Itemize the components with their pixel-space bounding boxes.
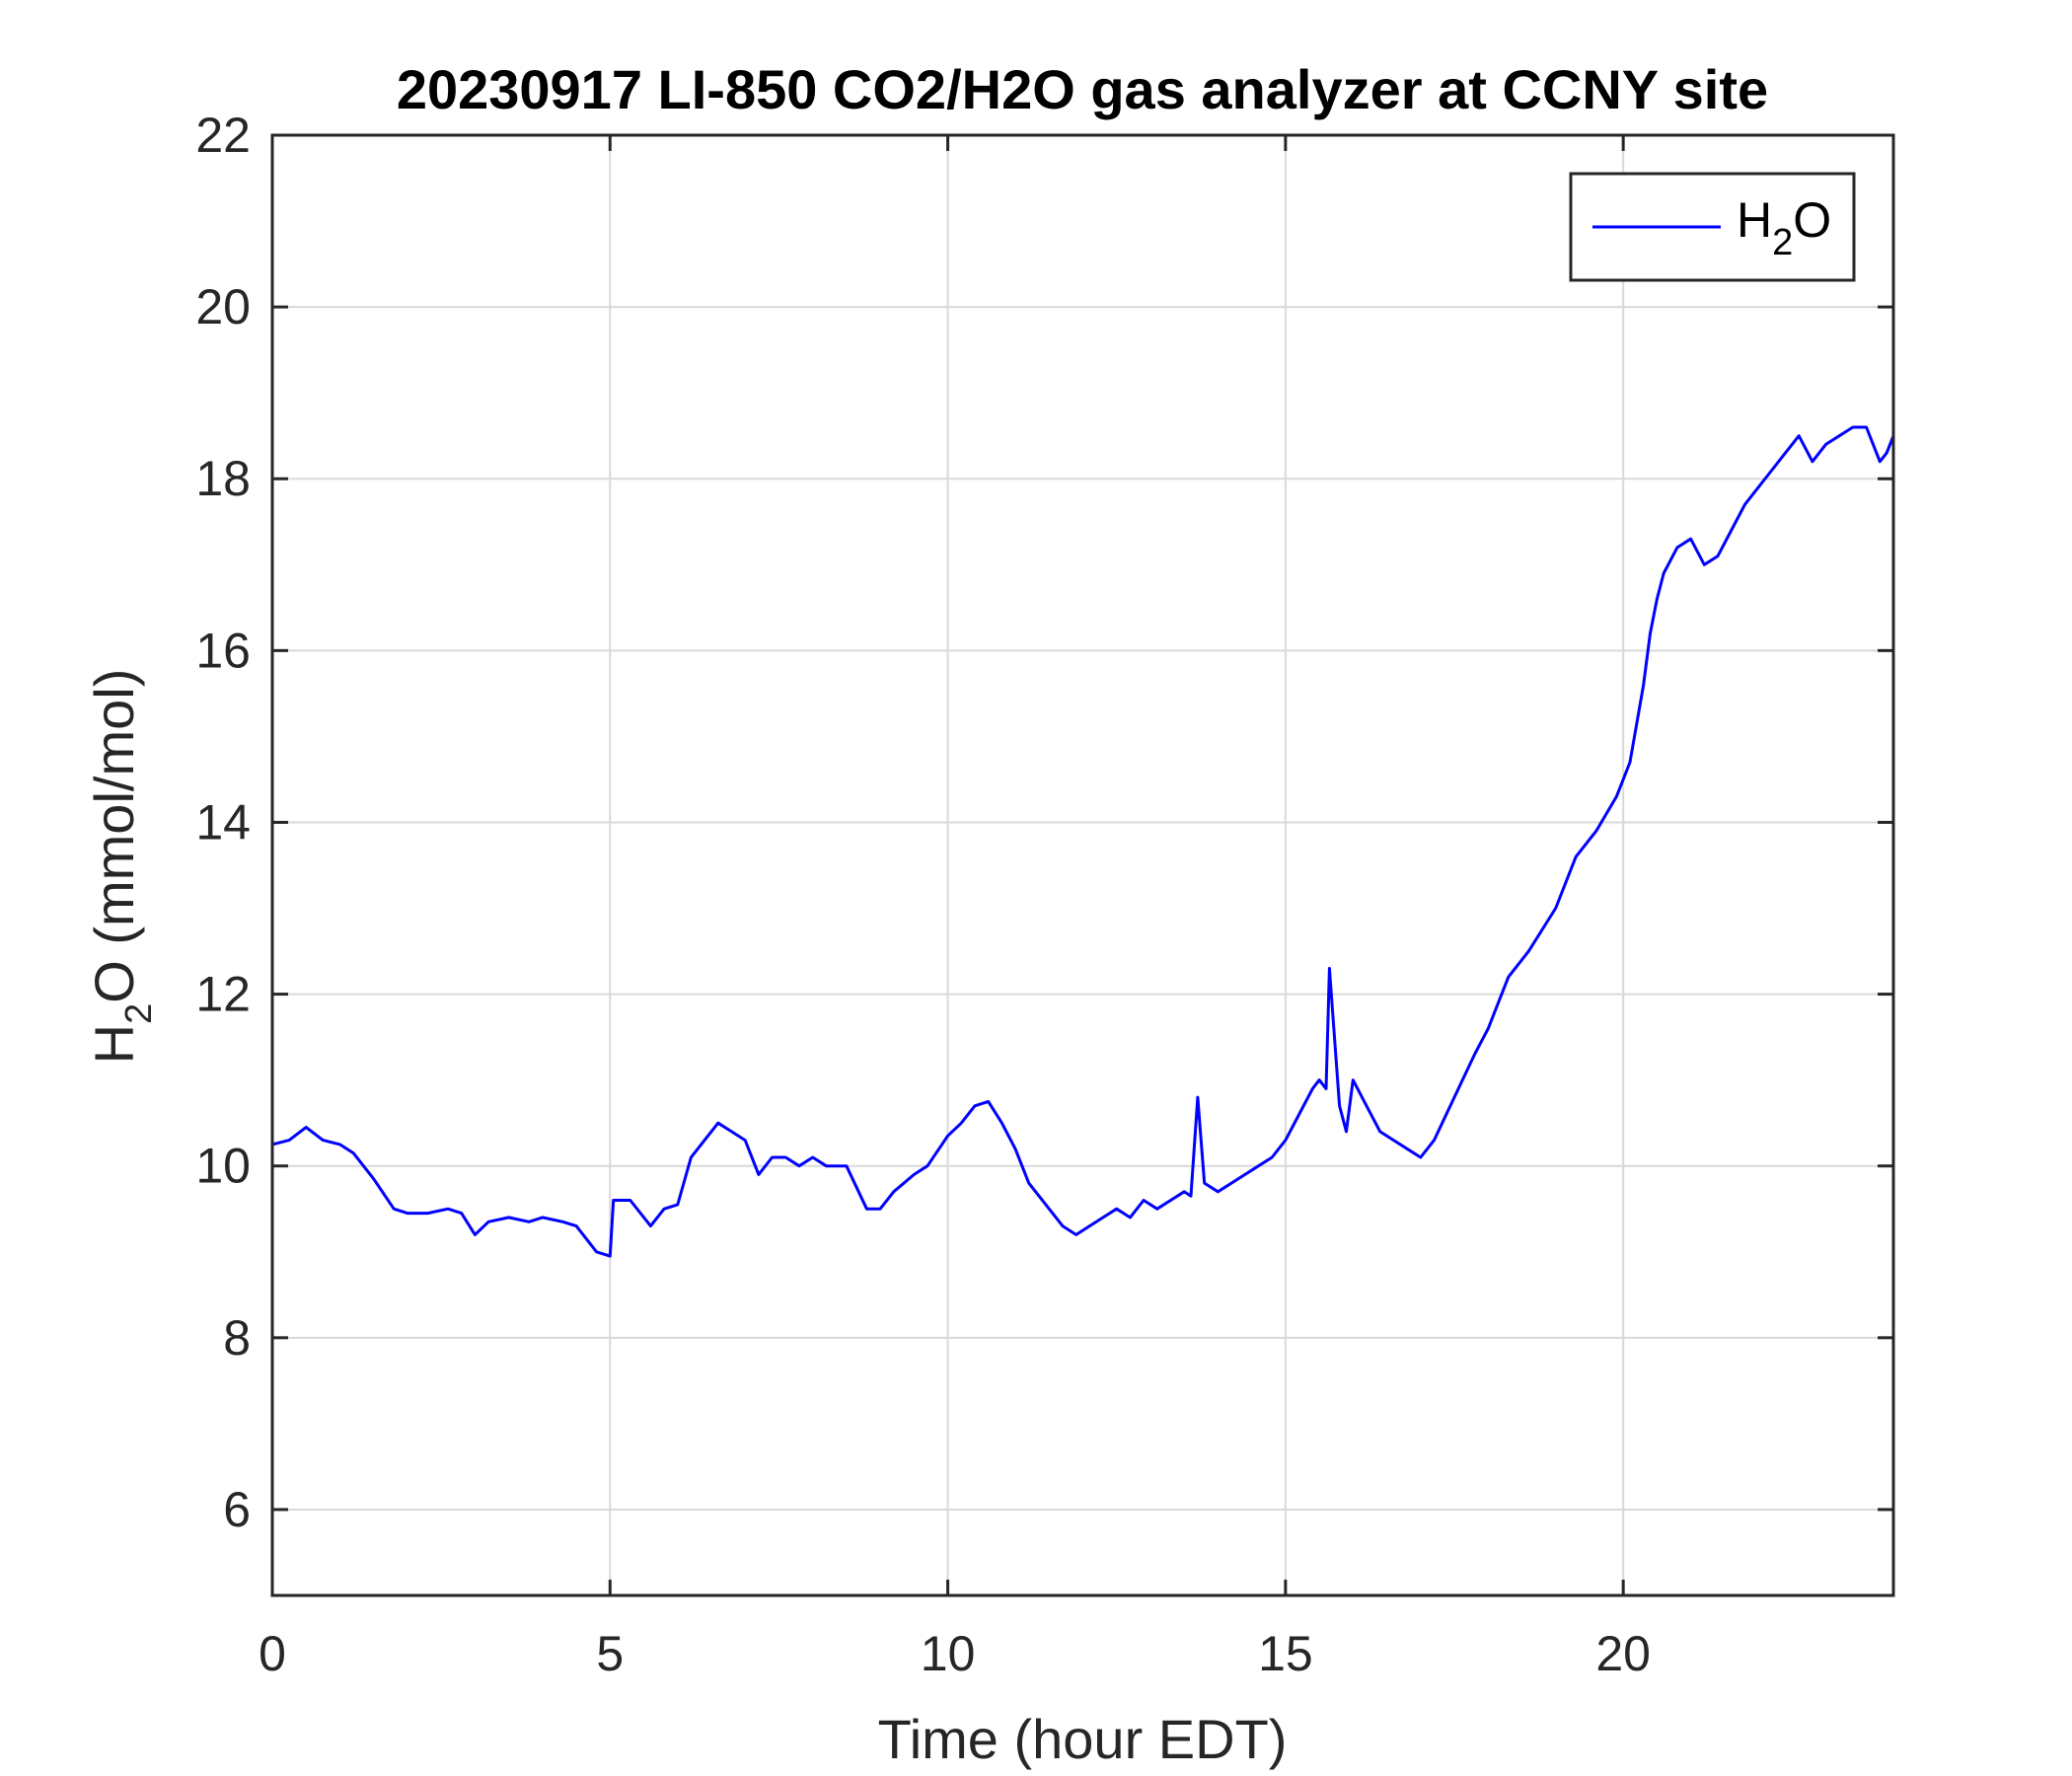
plot-frame <box>270 133 1895 1597</box>
y-axis-label-subscript: 2 <box>118 1003 160 1024</box>
legend-label-rest: O <box>1793 192 1831 248</box>
y-tick-label: 16 <box>195 623 251 678</box>
series-group <box>271 425 1895 1258</box>
y-tick-label: 8 <box>223 1310 251 1366</box>
y-tick-label: 6 <box>223 1482 251 1537</box>
y-tick-label: 20 <box>195 279 251 334</box>
plot-area <box>272 135 1893 1595</box>
y-axis-label: H2O (mmol/mol) <box>83 669 160 1065</box>
y-tick-label: 10 <box>195 1139 251 1194</box>
y-axis-label-rest: O (mmol/mol) <box>83 669 145 1003</box>
y-tick-label: 14 <box>195 794 251 850</box>
legend-label-h2o: H2O <box>1737 192 1831 263</box>
y-tick-label: 12 <box>195 967 251 1022</box>
x-tick-label: 10 <box>921 1626 976 1681</box>
series-line-h2o <box>271 425 1895 1258</box>
x-tick-labels: 0 5 10 15 20 <box>259 1626 1651 1681</box>
x-tick-label: 5 <box>596 1626 624 1681</box>
x-axis-label: Time (hour EDT) <box>878 1708 1288 1770</box>
legend-label-main: H <box>1737 192 1772 248</box>
y-axis-label-main: H <box>83 1024 145 1064</box>
legend: H2O <box>1569 172 1856 282</box>
x-tick-label: 20 <box>1595 1626 1651 1681</box>
y-tick-labels: 6 8 10 12 14 16 18 20 22 <box>195 108 251 1537</box>
chart-title: 20230917 LI-850 CO2/H2O gas analyzer at … <box>397 58 1768 120</box>
x-tick-label: 0 <box>259 1626 286 1681</box>
y-tick-label: 18 <box>195 451 251 506</box>
x-tick-label: 15 <box>1258 1626 1313 1681</box>
legend-label-subscript: 2 <box>1772 222 1793 263</box>
y-tick-label: 22 <box>195 108 251 163</box>
